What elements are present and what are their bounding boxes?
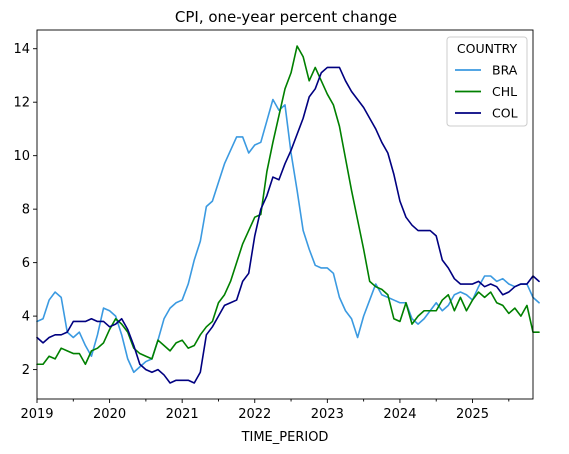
- x-tick-label-2019: 2019: [20, 407, 53, 422]
- y-tick-label-6: 6: [22, 256, 30, 271]
- y-tick-label-2: 2: [22, 363, 30, 378]
- y-tick-label-12: 12: [13, 96, 30, 111]
- y-axis: 2 4 6 8 10 12 14: [13, 42, 37, 378]
- legend-items: BRA CHL COL: [455, 63, 518, 121]
- y-tick-label-10: 10: [13, 149, 30, 164]
- x-tick-label-2024: 2024: [383, 407, 416, 422]
- legend: COUNTRY BRA CHL COL: [446, 36, 528, 127]
- legend-label-col: COL: [492, 106, 518, 121]
- x-axis: 2019 2020 2021 2022 2023 2024 2025: [20, 399, 510, 422]
- x-tick-label-2025: 2025: [456, 407, 489, 422]
- series-line-chl: [36, 45, 540, 366]
- legend-label-bra: BRA: [492, 63, 518, 78]
- series-line-bra: [36, 98, 540, 374]
- series-layer: [36, 45, 540, 384]
- x-tick-label-2022: 2022: [238, 407, 271, 422]
- y-tick-label-4: 4: [22, 310, 30, 325]
- x-tick-label-2021: 2021: [166, 407, 199, 422]
- series-line-col: [36, 66, 540, 384]
- x-axis-label: TIME_PERIOD: [241, 430, 329, 445]
- chart-title: CPI, one-year percent change: [175, 8, 397, 26]
- x-tick-label-2020: 2020: [93, 407, 126, 422]
- y-tick-label-14: 14: [13, 42, 30, 57]
- legend-title: COUNTRY: [457, 41, 518, 56]
- plot-frame: [36, 29, 534, 400]
- y-tick-label-8: 8: [22, 203, 30, 218]
- x-tick-label-2023: 2023: [311, 407, 344, 422]
- legend-frame: [446, 36, 528, 127]
- legend-label-chl: CHL: [492, 84, 517, 99]
